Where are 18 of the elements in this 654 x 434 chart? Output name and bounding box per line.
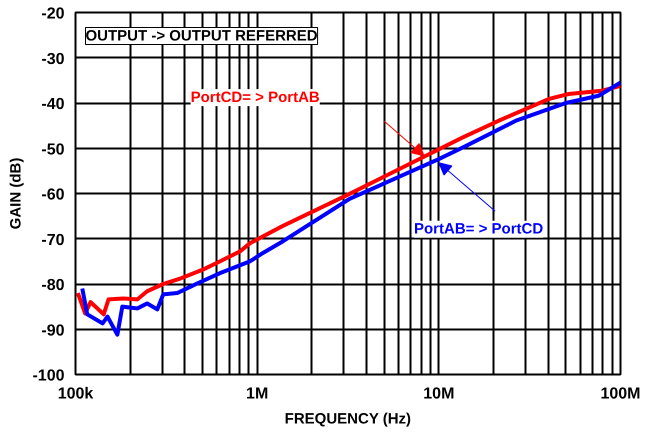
x-tick-label: 1M [246, 386, 268, 402]
y-tick-label: -40 [41, 96, 65, 113]
y-tick-label: -70 [41, 232, 65, 249]
x-tick-label: 100M [600, 386, 641, 402]
x-tick-label: 100k [58, 386, 94, 402]
y-tick-label: -50 [41, 141, 65, 158]
text: PortCD= > PortAB [190, 89, 320, 106]
text: PortAB= > PortCD [414, 220, 544, 238]
annotation: OUTPUT -> OUTPUT REFERRED [86, 28, 318, 44]
y-tick-label: -30 [41, 50, 65, 68]
y-tick-label: -20 [41, 6, 65, 22]
y-tick-label: -60 [41, 186, 65, 204]
y-axis-title: GAIN (dB) [7, 158, 24, 230]
x-axis-title: FREQUENCY (Hz) [284, 410, 412, 428]
y-tick-label: -90 [41, 322, 65, 340]
x-tick-label: 10M [423, 386, 454, 402]
y-tick-label: -100 [32, 368, 65, 384]
y-tick-label: -80 [41, 277, 65, 294]
